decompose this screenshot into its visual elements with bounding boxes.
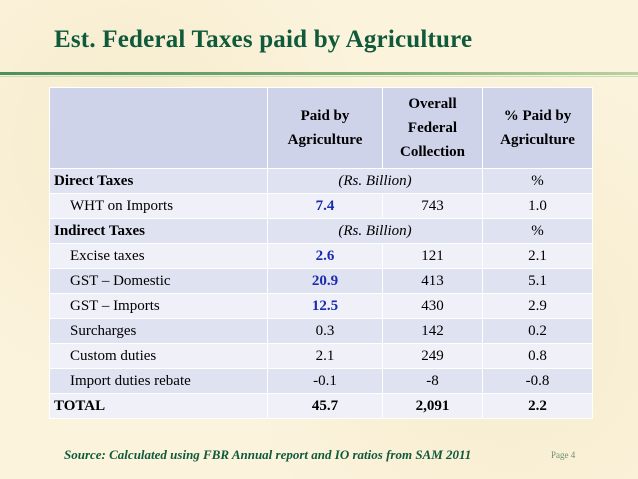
overall-value: 743 xyxy=(382,193,483,219)
percent-value: 0.2 xyxy=(482,318,593,344)
source-note: Source: Calculated using FBR Annual repo… xyxy=(64,447,472,462)
percent-unit: % xyxy=(482,168,593,194)
overall-value: 121 xyxy=(382,243,483,269)
total-label: TOTAL xyxy=(49,393,268,419)
overall-value: 249 xyxy=(382,343,483,369)
percent-value: 2.9 xyxy=(482,293,593,319)
title-underline xyxy=(0,72,638,75)
table-header-row: Paid by Agriculture Overall Federal Coll… xyxy=(49,87,593,169)
total-percent-value: 2.2 xyxy=(482,393,593,419)
row-label: Excise taxes xyxy=(49,243,268,269)
header-empty xyxy=(49,87,268,169)
table-row: Import duties rebate -0.1 -8 -0.8 xyxy=(49,368,593,394)
percent-value: 5.1 xyxy=(482,268,593,294)
table-row: GST – Domestic 20.9 413 5.1 xyxy=(49,268,593,294)
percent-unit: % xyxy=(482,218,593,244)
overall-value: 430 xyxy=(382,293,483,319)
paid-value: 7.4 xyxy=(267,193,383,219)
overall-value: 142 xyxy=(382,318,483,344)
row-label: WHT on Imports xyxy=(49,193,268,219)
title-underline-shadow xyxy=(0,76,638,77)
paid-value: 2.1 xyxy=(267,343,383,369)
slide-title: Est. Federal Taxes paid by Agriculture xyxy=(54,26,473,53)
row-label: GST – Imports xyxy=(49,293,268,319)
percent-value: 1.0 xyxy=(482,193,593,219)
row-label: Import duties rebate xyxy=(49,368,268,394)
section-label: Indirect Taxes xyxy=(49,218,268,244)
total-paid-value: 45.7 xyxy=(267,393,383,419)
paid-value: 12.5 xyxy=(267,293,383,319)
section-row-direct: Direct Taxes (Rs. Billion) % xyxy=(49,168,593,194)
row-label: GST – Domestic xyxy=(49,268,268,294)
total-row: TOTAL 45.7 2,091 2.2 xyxy=(49,393,593,419)
percent-value: -0.8 xyxy=(482,368,593,394)
table-row: Custom duties 2.1 249 0.8 xyxy=(49,343,593,369)
unit-label: (Rs. Billion) xyxy=(267,168,483,194)
percent-value: 2.1 xyxy=(482,243,593,269)
row-label: Custom duties xyxy=(49,343,268,369)
section-label: Direct Taxes xyxy=(49,168,268,194)
paid-value: -0.1 xyxy=(267,368,383,394)
paid-value: 20.9 xyxy=(267,268,383,294)
table-row: Excise taxes 2.6 121 2.1 xyxy=(49,243,593,269)
overall-value: -8 xyxy=(382,368,483,394)
header-paid-by-agriculture: Paid by Agriculture xyxy=(267,87,383,169)
table-row: WHT on Imports 7.4 743 1.0 xyxy=(49,193,593,219)
section-row-indirect: Indirect Taxes (Rs. Billion) % xyxy=(49,218,593,244)
percent-value: 0.8 xyxy=(482,343,593,369)
header-percent-paid: % Paid by Agriculture xyxy=(482,87,593,169)
header-overall-federal-collection: Overall Federal Collection xyxy=(382,87,483,169)
page-number: Page 4 xyxy=(551,450,576,460)
paid-value: 0.3 xyxy=(267,318,383,344)
tax-table: Paid by Agriculture Overall Federal Coll… xyxy=(49,87,593,419)
overall-value: 413 xyxy=(382,268,483,294)
table-row: GST – Imports 12.5 430 2.9 xyxy=(49,293,593,319)
total-overall-value: 2,091 xyxy=(382,393,483,419)
unit-label: (Rs. Billion) xyxy=(267,218,483,244)
paid-value: 2.6 xyxy=(267,243,383,269)
row-label: Surcharges xyxy=(49,318,268,344)
table-row: Surcharges 0.3 142 0.2 xyxy=(49,318,593,344)
